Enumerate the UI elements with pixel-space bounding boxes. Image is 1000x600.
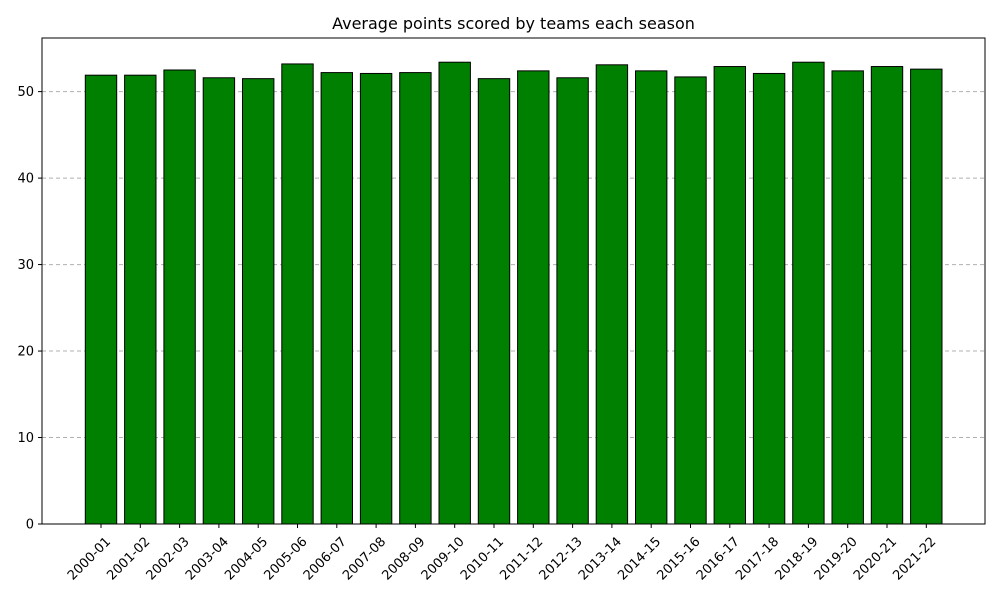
bar-2009-10 (438, 61, 471, 525)
bar-2008-09 (399, 72, 432, 525)
bar-2003-04 (202, 77, 236, 525)
bar-2014-15 (635, 70, 668, 525)
bar-2001-02 (124, 74, 157, 525)
x-axis: 2000-012001-022002-032003-042004-052005-… (65, 524, 939, 583)
bar-2020-21 (870, 66, 904, 525)
bar-2019-20 (831, 70, 864, 525)
bar-2017-18 (752, 72, 786, 525)
y-tick-label: 0 (26, 518, 34, 533)
x-tick-label: 2021-22 (890, 534, 939, 583)
bar-2002-03 (163, 69, 196, 525)
y-tick-label: 50 (17, 85, 34, 100)
chart-title: Average points scored by teams each seas… (332, 14, 695, 33)
bar-2012-13 (556, 77, 589, 525)
y-tick-label: 20 (17, 345, 34, 360)
bar-2005-06 (281, 63, 314, 525)
bar-2018-19 (792, 61, 825, 525)
y-tick-label: 40 (17, 172, 34, 187)
bar-2015-16 (674, 76, 707, 525)
bar-2013-14 (595, 64, 629, 525)
bar-2021-22 (910, 68, 943, 525)
bars-layer (84, 61, 943, 525)
bar-2011-12 (517, 70, 550, 525)
y-axis: 0 10 20 30 40 50 (17, 85, 42, 533)
axes-frame (41, 37, 986, 525)
grid-layer (42, 91, 985, 439)
bar-2006-07 (320, 72, 354, 525)
bar-2000-01 (84, 74, 118, 525)
bar-2007-08 (359, 72, 393, 525)
bar-2010-11 (477, 78, 511, 525)
y-tick-label: 30 (17, 258, 34, 273)
bar-2004-05 (242, 78, 275, 525)
bar-2016-17 (713, 66, 746, 525)
y-tick-label: 10 (17, 431, 34, 446)
